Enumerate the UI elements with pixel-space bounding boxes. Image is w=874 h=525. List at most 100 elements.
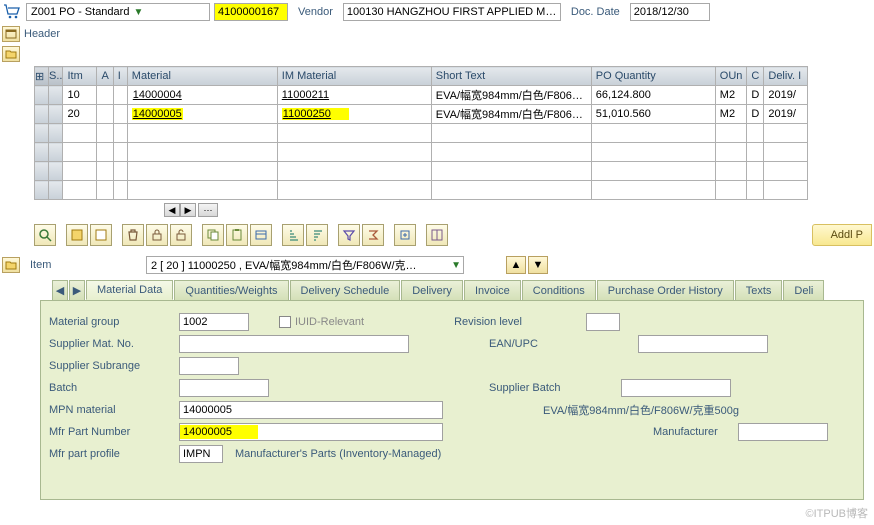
- tab-material-data[interactable]: Material Data: [86, 280, 173, 300]
- supplier-batch-field[interactable]: [621, 379, 731, 397]
- col-qty[interactable]: PO Quantity: [591, 67, 715, 86]
- horizontal-scrollbar[interactable]: ◀ ▶ ⋯: [164, 200, 874, 220]
- addl-planning-button[interactable]: Addl P: [812, 224, 872, 246]
- po-number-value: 4100000167: [218, 6, 279, 18]
- batch-field[interactable]: [179, 379, 269, 397]
- docdate-value: 2018/12/30: [634, 6, 689, 18]
- col-a[interactable]: A: [97, 67, 113, 86]
- sort-asc-button[interactable]: [282, 224, 304, 246]
- mfr-part-number-label: Mfr Part Number: [49, 426, 179, 438]
- supplier-mat-field[interactable]: [179, 335, 409, 353]
- tab-conditions[interactable]: Conditions: [522, 280, 596, 300]
- tab-deli[interactable]: Deli: [783, 280, 824, 300]
- manufacturer-label: Manufacturer: [653, 426, 718, 438]
- watermark: ©ITPUB博客: [806, 505, 869, 521]
- item-dropdown[interactable]: 2 [ 20 ] 11000250 , EVA/幅宽984mm/白色/F806W…: [146, 256, 464, 274]
- table-row[interactable]: 10 14000004 11000211 EVA/幅宽984mm/白色/F806…: [35, 86, 808, 105]
- item-dropdown-value: 2 [ 20 ] 11000250 , EVA/幅宽984mm/白色/F806W…: [151, 257, 417, 273]
- details-button[interactable]: [250, 224, 272, 246]
- sort-desc-button[interactable]: [306, 224, 328, 246]
- supplier-mat-label: Supplier Mat. No.: [49, 338, 179, 350]
- docdate-field[interactable]: 2018/12/30: [630, 3, 710, 21]
- col-material[interactable]: Material: [127, 67, 277, 86]
- mfr-part-profile-field[interactable]: IMPN: [179, 445, 223, 463]
- dropdown-arrow-icon: ▼: [451, 260, 461, 271]
- vendor-value: 100130 HANGZHOU FIRST APPLIED M…: [347, 6, 556, 18]
- tab-scroll-right[interactable]: ▶: [69, 280, 85, 300]
- tab-delivery[interactable]: Delivery: [401, 280, 463, 300]
- deselect-all-button[interactable]: [90, 224, 112, 246]
- col-deliv[interactable]: Deliv. I: [764, 67, 808, 86]
- im-material-link[interactable]: 11000250: [282, 108, 349, 120]
- items-table: ⊞ S.. Itm A I Material IM Material Short…: [34, 66, 808, 200]
- sum-button[interactable]: [362, 224, 384, 246]
- dropdown-arrow-icon: ▼: [133, 7, 143, 18]
- col-itm[interactable]: Itm: [63, 67, 97, 86]
- mpn-material-field[interactable]: 14000005: [179, 401, 443, 419]
- expand-header-button[interactable]: [2, 26, 20, 42]
- col-status[interactable]: S..: [49, 67, 63, 86]
- collapse-items-button[interactable]: [2, 46, 20, 62]
- material-link[interactable]: 14000004: [132, 89, 183, 101]
- scroll-settings-icon[interactable]: ⋯: [198, 203, 218, 217]
- table-row[interactable]: [35, 181, 808, 200]
- supplier-batch-label: Supplier Batch: [489, 382, 561, 394]
- po-number-field[interactable]: 4100000167: [214, 3, 288, 21]
- col-i[interactable]: I: [113, 67, 127, 86]
- select-all-button[interactable]: [66, 224, 88, 246]
- cart-icon: [2, 3, 22, 21]
- material-data-panel: Material group 1002 IUID-Relevant Revisi…: [40, 300, 864, 500]
- table-row[interactable]: 20 14000005 11000250 EVA/幅宽984mm/白色/F806…: [35, 105, 808, 124]
- vendor-label: Vendor: [292, 6, 339, 18]
- delete-button[interactable]: [122, 224, 144, 246]
- docdate-label: Doc. Date: [565, 6, 626, 18]
- lock-button[interactable]: [146, 224, 168, 246]
- scroll-right-icon[interactable]: ▶: [180, 203, 196, 217]
- find-button[interactable]: [34, 224, 56, 246]
- tab-texts[interactable]: Texts: [735, 280, 783, 300]
- revision-level-label: Revision level: [454, 316, 522, 328]
- col-config[interactable]: ⊞: [35, 67, 49, 86]
- supplier-subrange-field[interactable]: [179, 357, 239, 375]
- copy-button[interactable]: [202, 224, 224, 246]
- col-im-material[interactable]: IM Material: [277, 67, 431, 86]
- header-label: Header: [24, 28, 66, 40]
- material-link[interactable]: 14000005: [132, 108, 183, 120]
- filter-button[interactable]: [338, 224, 360, 246]
- unlock-button[interactable]: [170, 224, 192, 246]
- item-label: Item: [30, 259, 140, 271]
- table-row[interactable]: [35, 143, 808, 162]
- mfr-part-number-field[interactable]: 14000005: [179, 423, 443, 441]
- supplier-subrange-label: Supplier Subrange: [49, 360, 179, 372]
- material-group-field[interactable]: 1002: [179, 313, 249, 331]
- tab-quantities[interactable]: Quantities/Weights: [174, 280, 288, 300]
- prev-item-button[interactable]: ▲: [506, 256, 526, 274]
- paste-button[interactable]: [226, 224, 248, 246]
- tab-po-history[interactable]: Purchase Order History: [597, 280, 734, 300]
- col-c[interactable]: C: [747, 67, 764, 86]
- revision-level-field[interactable]: [586, 313, 620, 331]
- manufacturer-field[interactable]: [738, 423, 828, 441]
- tab-invoice[interactable]: Invoice: [464, 280, 521, 300]
- mfr-part-profile-desc: Manufacturer's Parts (Inventory-Managed): [235, 448, 441, 460]
- ean-field[interactable]: [638, 335, 768, 353]
- next-item-button[interactable]: ▼: [528, 256, 548, 274]
- export-button[interactable]: [394, 224, 416, 246]
- po-type-dropdown[interactable]: Z001 PO - Standard ▼: [26, 3, 210, 21]
- table-row[interactable]: [35, 162, 808, 181]
- iuid-checkbox[interactable]: [279, 316, 291, 328]
- mfr-part-profile-label: Mfr part profile: [49, 448, 179, 460]
- tab-delivery-schedule[interactable]: Delivery Schedule: [290, 280, 401, 300]
- layout-button[interactable]: [426, 224, 448, 246]
- tab-scroll-left[interactable]: ◀: [52, 280, 68, 300]
- batch-label: Batch: [49, 382, 179, 394]
- scroll-left-icon[interactable]: ◀: [164, 203, 180, 217]
- vendor-field[interactable]: 100130 HANGZHOU FIRST APPLIED M…: [343, 3, 561, 21]
- im-material-link[interactable]: 11000211: [282, 89, 329, 101]
- col-short-text[interactable]: Short Text: [431, 67, 591, 86]
- item-tabs: ◀ ▶ Material Data Quantities/Weights Del…: [52, 280, 874, 300]
- table-row[interactable]: [35, 124, 808, 143]
- collapse-item-button[interactable]: [2, 257, 20, 273]
- col-oun[interactable]: OUn: [715, 67, 747, 86]
- ean-label: EAN/UPC: [489, 338, 538, 350]
